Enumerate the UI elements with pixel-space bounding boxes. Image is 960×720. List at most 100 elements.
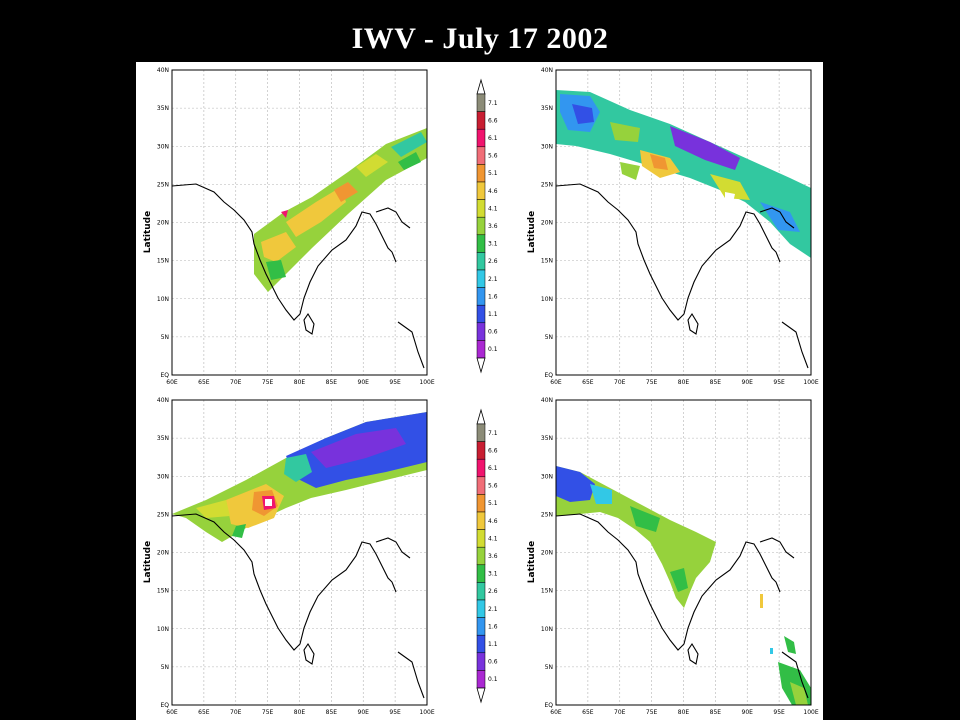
colorbar-swatch (476, 617, 486, 636)
colorbar-label: 1.1 (488, 641, 498, 648)
lat-tick-label: 30N (541, 143, 553, 150)
lat-ticks: 40N 35N 30N 25N 20N 15N 10N 5N EQ (157, 397, 169, 709)
lat-ticks: 40N 35N 30N 25N 20N 15N 10N 5N EQ (541, 397, 553, 709)
axes-frame (171, 69, 428, 376)
lon-tick-label: 100E (803, 709, 818, 716)
colorbar-swatch (476, 441, 486, 460)
colorbar-label: 3.6 (488, 553, 498, 560)
lat-tick-label: 25N (541, 181, 553, 188)
lon-tick-label: 60E (166, 379, 178, 386)
colorbar-label: 0.6 (488, 329, 498, 336)
lon-ticks: 60E 65E 70E 75E 80E 85E 90E 95E 100E (550, 379, 819, 386)
colorbar-swatch (476, 476, 486, 495)
colorbar-label: 6.6 (488, 117, 498, 124)
colorbar-top: 7.1 6.6 6.1 5.6 5.1 4.6 4.1 3.6 3.1 2.6 2.1 1.6 1.1 0… (476, 78, 498, 374)
lat-tick-label: 40N (157, 397, 169, 404)
colorbar-label: 7.1 (488, 430, 498, 437)
lon-tick-label: 70E (614, 709, 626, 716)
colorbar-bottom: 7.1 6.6 6.1 5.6 5.1 4.6 4.1 3.6 3.1 2.6 2.1 1.6 1.1 0… (476, 408, 498, 704)
axes-frame (171, 399, 428, 706)
colorbar-swatch (476, 652, 486, 671)
colorbar-label: 6.1 (488, 135, 498, 142)
lat-tick-label: 5N (161, 334, 169, 341)
lon-ticks: 60E 65E 70E 75E 80E 85E 90E 95E 100E (166, 709, 435, 716)
lat-tick-label: 20N (541, 220, 553, 227)
map-top-right: 40N 35N 30N 25N 20N 15N 10N 5N EQ 60E 65E 70E 75E 80… (527, 67, 819, 386)
lon-tick-label: 75E (262, 709, 274, 716)
iwv-swath (172, 412, 427, 542)
lon-tick-label: 95E (773, 379, 785, 386)
colorbar-label: 4.1 (488, 205, 498, 212)
lat-ticks: 40N 35N 30N 25N 20N 15N 10N 5N EQ (541, 67, 553, 379)
colorbar-label: 3.6 (488, 223, 498, 230)
map-grid (556, 400, 811, 705)
lat-tick-label: 35N (157, 105, 169, 112)
lat-tick-label: 30N (157, 473, 169, 480)
lon-tick-label: 65E (198, 709, 210, 716)
lat-tick-label: 5N (545, 334, 553, 341)
colorbar-swatch (476, 634, 486, 654)
lon-tick-label: 100E (419, 709, 434, 716)
axes-frame (555, 399, 812, 706)
lat-tick-label: 10N (541, 296, 553, 303)
lat-tick-label: EQ (544, 702, 553, 709)
lat-tick-label: 10N (157, 296, 169, 303)
colorbar-swatch (476, 423, 486, 442)
lon-tick-label: 90E (358, 709, 370, 716)
y-axis-label: Latitude (143, 211, 153, 253)
lat-tick-label: 15N (541, 588, 553, 595)
lat-tick-label: 10N (541, 626, 553, 633)
lon-tick-label: 85E (326, 379, 338, 386)
colorbar-swatch (476, 340, 486, 359)
lon-tick-label: 90E (358, 379, 370, 386)
lon-tick-label: 65E (582, 379, 594, 386)
colorbar-swatch (476, 111, 486, 130)
colorbar-swatch (476, 287, 486, 306)
colorbar-label: 4.6 (488, 188, 498, 195)
iwv-swath (556, 90, 811, 258)
lat-tick-label: EQ (544, 372, 553, 379)
lat-tick-label: 40N (541, 67, 553, 74)
lat-tick-label: EQ (160, 372, 169, 379)
map-bottom-left: 40N 35N 30N 25N 20N 15N 10N 5N EQ 60E 65E 70E 75E 80… (143, 397, 435, 716)
lon-tick-label: 65E (198, 379, 210, 386)
colorbar-label: 4.6 (488, 518, 498, 525)
axes-frame (555, 69, 812, 376)
colorbar-label: 5.6 (488, 483, 498, 490)
colorbar-label: 1.6 (488, 623, 498, 630)
lat-tick-label: 5N (545, 664, 553, 671)
colorbar-label: 4.1 (488, 535, 498, 542)
colorbar-swatch (476, 494, 486, 513)
lon-tick-label: 80E (294, 379, 306, 386)
colorbar-label: 5.1 (488, 170, 498, 177)
lon-tick-label: 70E (230, 379, 242, 386)
lon-tick-label: 60E (550, 709, 562, 716)
lon-tick-label: 85E (326, 709, 338, 716)
lon-tick-label: 95E (389, 709, 401, 716)
lat-tick-label: 10N (157, 626, 169, 633)
colorbar-label: 1.6 (488, 293, 498, 300)
colorbar-label: 0.1 (488, 346, 498, 353)
y-axis-label: Latitude (527, 541, 537, 583)
coastline (171, 513, 425, 699)
lon-tick-label: 75E (646, 379, 658, 386)
lat-tick-label: 35N (541, 435, 553, 442)
lat-ticks: 40N 35N 30N 25N 20N 15N 10N 5N EQ (157, 67, 169, 379)
lat-tick-label: 15N (157, 588, 169, 595)
colorbar-swatch (476, 252, 486, 271)
y-axis-label: Latitude (143, 541, 153, 583)
coastline (555, 183, 809, 369)
colorbar-swatch (476, 322, 486, 341)
coastline (555, 513, 809, 699)
lat-tick-label: 25N (157, 181, 169, 188)
colorbar-swatch (476, 582, 486, 601)
colorbar-bottom-arrow (476, 687, 486, 704)
colorbar-swatch (476, 546, 486, 566)
colorbar-swatch (476, 564, 486, 583)
colorbar-label: 6.6 (488, 447, 498, 454)
colorbar-label: 1.1 (488, 311, 498, 318)
colorbar-swatch (476, 164, 486, 183)
colorbar-label: 2.1 (488, 276, 498, 283)
colorbar-swatch (476, 199, 486, 218)
colorbar-label: 6.1 (488, 465, 498, 472)
